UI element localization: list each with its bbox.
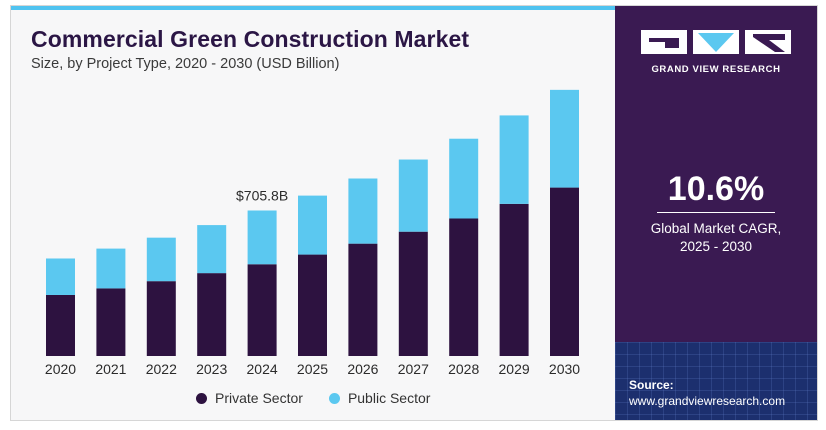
- legend-label-private: Private Sector: [215, 390, 303, 406]
- bar-private-2022: [146, 281, 176, 356]
- bar-private-2021: [96, 288, 126, 356]
- bar-private-2024: [247, 264, 277, 356]
- source-link[interactable]: www.grandviewresearch.com: [629, 394, 786, 408]
- chart-subtitle: Size, by Project Type, 2020 - 2030 (USD …: [31, 56, 340, 72]
- bar-private-2023: [197, 273, 227, 356]
- bar-public-2028: [449, 138, 479, 219]
- bar-public-2026: [348, 178, 378, 244]
- brand-logo: GRAND VIEW RESEARCH: [641, 28, 791, 75]
- bar-private-2028: [449, 218, 479, 356]
- x-tick-label-2025: 2025: [297, 361, 328, 377]
- side-panel: GRAND VIEW RESEARCH 10.6% Global Market …: [615, 6, 817, 342]
- cagr-value: 10.6%: [667, 170, 765, 208]
- chart-frame: Commercial Green Construction Market Siz…: [10, 5, 818, 421]
- bar-private-2030: [550, 187, 579, 356]
- chart-title: Commercial Green Construction Market: [31, 26, 470, 52]
- x-tick-label-2026: 2026: [347, 361, 378, 377]
- bar-public-2023: [197, 225, 227, 274]
- data-label-2024: $705.8B: [236, 187, 288, 203]
- cagr-label: Global Market CAGR, 2025 - 2030: [615, 220, 817, 256]
- x-tick-label-2029: 2029: [499, 361, 530, 377]
- bar-private-2029: [499, 203, 529, 356]
- legend-item-public: Public Sector: [328, 390, 431, 406]
- bar-private-2020: [46, 294, 75, 356]
- bar-public-2025: [298, 195, 327, 255]
- source-panel-pattern: [615, 342, 817, 420]
- legend-swatch-private: [196, 392, 207, 404]
- cagr-divider: [657, 212, 775, 213]
- bar-private-2025: [298, 254, 327, 356]
- legend-label-public: Public Sector: [347, 390, 431, 406]
- legend-swatch-public: [328, 392, 340, 404]
- chart-legend: Private Sector Public Sector: [196, 390, 456, 406]
- bar-public-2021: [96, 248, 126, 289]
- x-tick-label-2020: 2020: [45, 361, 76, 377]
- bar-public-2030: [550, 89, 579, 188]
- source-panel: Source: www.grandviewresearch.com: [615, 342, 817, 420]
- bar-public-2027: [398, 159, 428, 232]
- source-label: Source:: [629, 378, 674, 392]
- brand-name: GRAND VIEW RESEARCH: [651, 64, 781, 75]
- x-tick-label-2028: 2028: [448, 361, 479, 377]
- x-tick-label-2022: 2022: [146, 361, 177, 377]
- bar-public-2029: [499, 115, 529, 204]
- x-tick-label-2023: 2023: [196, 361, 227, 377]
- gvr-logo-icon: [641, 30, 791, 54]
- cagr-label-line1: Global Market CAGR,: [650, 221, 782, 236]
- top-accent-bar: [11, 6, 615, 10]
- x-tick-label-2024: 2024: [247, 361, 278, 377]
- legend-item-private: Private Sector: [196, 390, 303, 406]
- bar-public-2020: [46, 258, 75, 295]
- x-tick-label-2030: 2030: [549, 361, 580, 377]
- cagr-label-line2: 2025 - 2030: [679, 239, 753, 254]
- x-tick-label-2021: 2021: [95, 361, 126, 377]
- bar-public-2024: [247, 210, 277, 265]
- bar-private-2026: [348, 243, 378, 356]
- bar-public-2022: [146, 237, 176, 282]
- x-tick-label-2027: 2027: [398, 361, 429, 377]
- bar-private-2027: [398, 231, 428, 356]
- bar-chart: 2020 2021 2022 2023 2024 $705.8B 2025 2026 2027 2…: [45, 89, 580, 377]
